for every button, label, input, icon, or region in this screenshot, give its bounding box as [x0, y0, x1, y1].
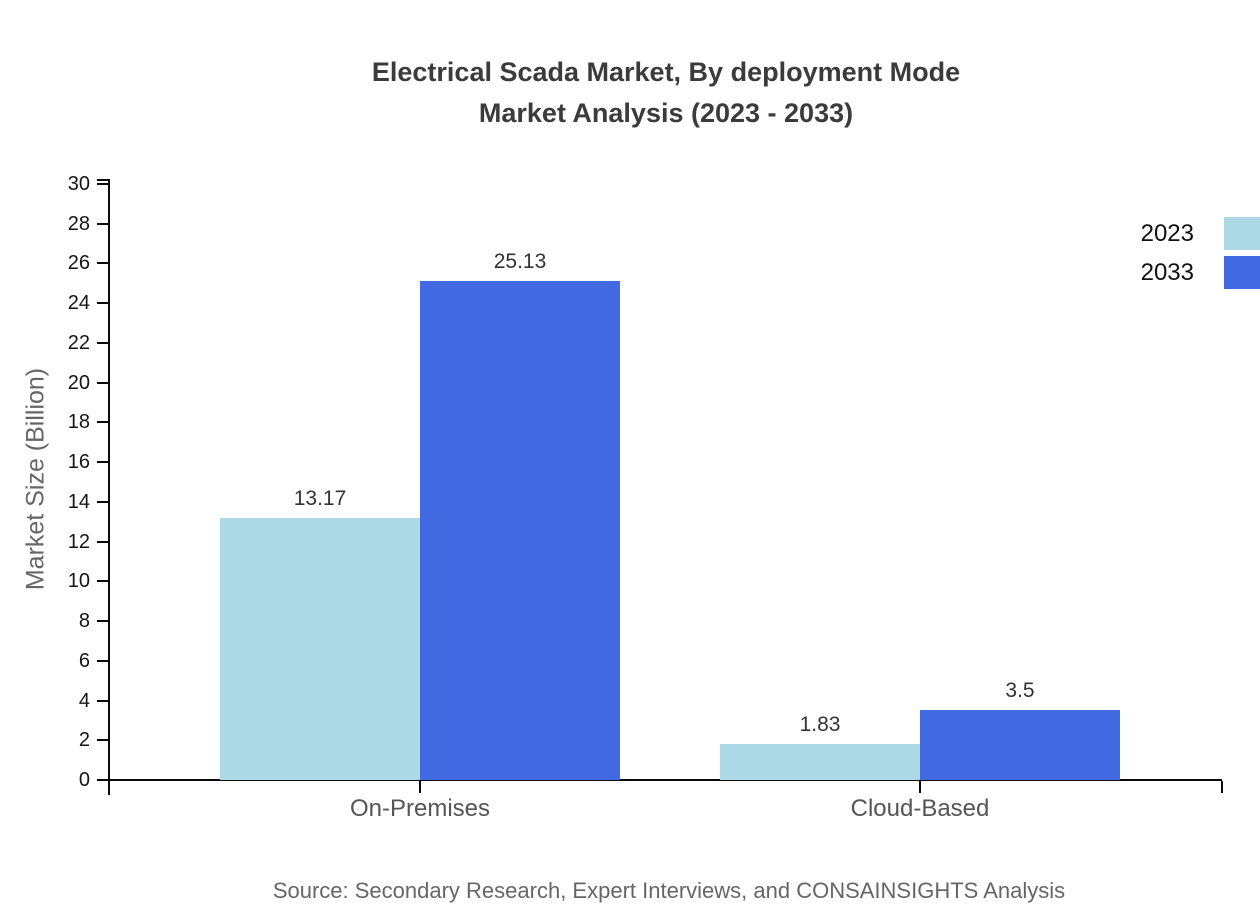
x-tick	[1221, 781, 1223, 793]
y-tick-label: 30	[67, 173, 90, 195]
chart-title: Electrical Scada Market, By deployment M…	[110, 52, 1222, 134]
y-tick-label: 18	[67, 411, 90, 433]
y-tick	[97, 183, 108, 185]
chart-title-line1: Electrical Scada Market, By deployment M…	[371, 57, 961, 87]
y-tick-label: 24	[67, 292, 90, 314]
y-tick	[97, 779, 108, 781]
bar	[720, 744, 920, 780]
y-tick-label: 4	[78, 690, 90, 712]
y-tick	[97, 421, 108, 423]
legend-label: 2023	[1140, 219, 1194, 247]
y-tick	[97, 501, 108, 503]
bar	[920, 710, 1120, 780]
bar-value-label: 25.13	[493, 250, 547, 273]
y-tick-label: 8	[78, 610, 90, 632]
bar-value-label: 3.5	[1005, 679, 1035, 702]
bar-value-label: 13.17	[293, 487, 347, 510]
y-tick	[97, 223, 108, 225]
legend-row: 2033	[1141, 256, 1260, 289]
x-axis-line	[108, 779, 1222, 781]
legend-label: 2033	[1140, 258, 1194, 286]
y-tick-label: 26	[67, 252, 90, 274]
y-tick-label: 0	[78, 769, 90, 791]
y-tick	[97, 461, 108, 463]
y-tick-label: 12	[67, 531, 90, 553]
y-tick	[97, 302, 108, 304]
y-tick-label: 22	[67, 332, 90, 354]
legend: 2023 2033	[1141, 217, 1260, 295]
category-label: On-Premises	[349, 795, 491, 822]
x-tick	[419, 781, 421, 793]
category-label: Cloud-Based	[850, 795, 990, 822]
bar	[420, 281, 620, 780]
y-tick	[97, 620, 108, 622]
y-tick-label: 2	[78, 729, 90, 751]
bar-value-label: 1.83	[799, 713, 841, 736]
y-tick	[97, 262, 108, 264]
source-note: Source: Secondary Research, Expert Inter…	[272, 878, 1066, 903]
y-tick-label: 6	[78, 650, 90, 672]
y-tick-label: 28	[67, 213, 90, 235]
y-tick	[97, 382, 108, 384]
y-tick-label: 10	[67, 570, 90, 592]
y-axis-line	[108, 179, 110, 795]
y-tick	[97, 342, 108, 344]
y-tick	[97, 660, 108, 662]
y-tick	[97, 541, 108, 543]
y-tick	[97, 580, 108, 582]
legend-swatch	[1224, 217, 1260, 250]
legend-row: 2023	[1141, 217, 1260, 250]
y-axis-top-cap	[97, 179, 110, 181]
y-tick-label: 16	[67, 451, 90, 473]
y-tick	[97, 700, 108, 702]
y-tick	[97, 739, 108, 741]
x-tick	[919, 781, 921, 793]
legend-swatch	[1224, 256, 1260, 289]
chart-title-line2: Market Analysis (2023 - 2033)	[478, 98, 854, 128]
bar	[220, 518, 420, 780]
y-tick-label: 14	[67, 491, 90, 513]
y-tick-label: 20	[67, 372, 90, 394]
